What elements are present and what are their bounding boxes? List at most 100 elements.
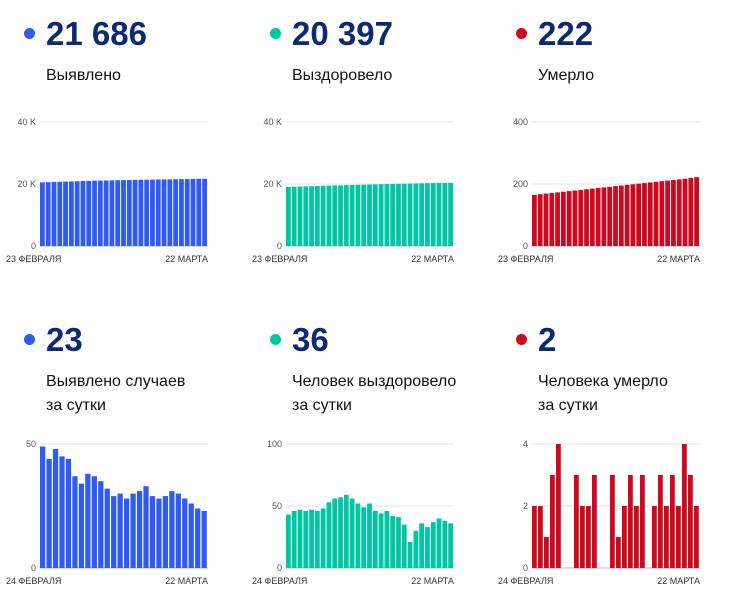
bar: [201, 510, 207, 568]
bar: [532, 506, 537, 568]
bar: [372, 184, 378, 246]
bar: [584, 189, 589, 246]
bar: [549, 192, 555, 246]
bar: [355, 184, 361, 246]
bar: [104, 488, 110, 568]
bar: [658, 475, 663, 568]
bar: [401, 524, 407, 568]
bar: [390, 515, 396, 568]
bar: [115, 180, 121, 246]
headline-label-line1: Умерло: [538, 67, 595, 84]
headline-number: 21 686: [46, 15, 147, 52]
bar: [98, 481, 104, 568]
bar: [413, 183, 419, 246]
y-tick-label: 20 K: [263, 179, 282, 189]
bar: [407, 183, 413, 246]
bar: [343, 185, 349, 246]
bar: [40, 182, 45, 246]
bar: [150, 179, 155, 246]
bar: [367, 184, 372, 246]
bar-chart: 0 20 K 40 K 23 ФЕВРАЛЯ 22 МАРТА: [6, 117, 208, 264]
bar: [682, 444, 687, 568]
bar: [413, 530, 419, 568]
bar: [97, 180, 103, 246]
bar: [303, 186, 309, 246]
series-dot: [270, 334, 281, 345]
bar: [610, 475, 615, 568]
headline-label-line1: Выздоровело: [292, 67, 393, 84]
bar: [291, 186, 297, 246]
bar: [143, 486, 149, 568]
bar: [442, 520, 448, 568]
bar: [167, 179, 173, 246]
bar: [396, 183, 401, 246]
bar: [196, 178, 202, 246]
bar: [202, 178, 207, 246]
bar-chart: 0 200 400 23 ФЕВРАЛЯ 22 МАРТА: [498, 117, 700, 264]
headline-number: 222: [538, 15, 594, 52]
bar: [566, 191, 572, 246]
bar: [665, 180, 671, 246]
bar: [384, 184, 390, 246]
bar: [57, 181, 63, 246]
bar: [297, 186, 303, 246]
bar: [109, 180, 115, 246]
bar: [601, 187, 607, 246]
bar: [652, 506, 657, 568]
bar: [543, 193, 549, 246]
bar: [190, 178, 196, 246]
bar: [616, 537, 621, 568]
bar: [63, 181, 68, 246]
x-label-end: 22 МАРТА: [411, 254, 454, 264]
bar: [175, 493, 181, 568]
headline-label-line2: за сутки: [538, 397, 598, 414]
headline-label: Человек выздоровело за сутки: [292, 370, 456, 418]
bar: [78, 483, 85, 568]
bar: [688, 177, 694, 246]
bar: [103, 180, 109, 246]
bar: [355, 503, 361, 568]
bar: [338, 497, 343, 568]
bar: [384, 510, 390, 568]
x-label-end: 22 МАРТА: [411, 576, 454, 586]
bar: [589, 188, 595, 246]
bar: [130, 493, 136, 568]
bar: [401, 183, 407, 246]
bar: [378, 184, 384, 246]
bar: [694, 506, 699, 568]
bar: [618, 185, 624, 246]
y-tick-label: 40 K: [17, 117, 36, 127]
bar: [40, 446, 46, 568]
bar: [578, 189, 584, 246]
bar: [595, 188, 601, 246]
bar: [314, 185, 320, 246]
bar: [314, 510, 320, 568]
series-dot: [516, 334, 527, 345]
bar: [396, 517, 401, 568]
bar: [195, 508, 201, 568]
bar: [343, 494, 349, 568]
y-tick-label: 0: [31, 241, 36, 251]
y-tick-label: 40 K: [263, 117, 282, 127]
bar: [372, 510, 378, 568]
headline-number: 20 397: [292, 15, 393, 52]
bar: [155, 179, 161, 246]
bar: [640, 475, 645, 568]
bar: [694, 177, 699, 246]
bar: [607, 186, 613, 246]
bar: [303, 510, 309, 568]
bar: [448, 523, 453, 568]
bar: [86, 180, 92, 246]
bar: [436, 182, 442, 246]
bar-chart: 0 2 4 24 ФЕВРАЛЯ 22 МАРТА: [498, 439, 700, 586]
bar: [636, 183, 642, 246]
headline-label: Умерло: [538, 64, 594, 88]
y-tick-label: 200: [513, 179, 528, 189]
bar: [74, 181, 80, 246]
bar: [642, 183, 647, 246]
y-tick-label: 2: [523, 501, 528, 511]
bar-chart: 0 20 K 40 K 23 ФЕВРАЛЯ 22 МАРТА: [252, 117, 454, 264]
bar: [286, 514, 291, 568]
bar: [572, 190, 578, 246]
headline-label-line1: Человека умерло: [538, 373, 668, 390]
